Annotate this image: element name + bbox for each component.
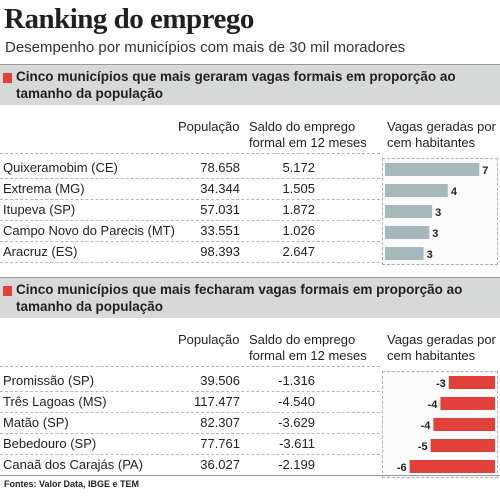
section-header: Cinco municípios que mais geraram vagas … bbox=[0, 64, 500, 105]
row-populacao: 77.761 bbox=[200, 436, 240, 451]
chart-subtitle: Desempenho por municípios com mais de 30… bbox=[5, 39, 406, 56]
row-municipio: Quixeramobim (CE) bbox=[3, 160, 118, 175]
row-saldo: 5.172 bbox=[282, 160, 315, 175]
header-divider bbox=[0, 366, 380, 367]
row-populacao: 82.307 bbox=[200, 415, 240, 430]
column-header-vagas: Vagas geradas por cem habitantes bbox=[387, 332, 499, 364]
table-row: Canaã dos Carajás (PA) 36.027 -2.199 bbox=[0, 455, 380, 476]
row-populacao: 33.551 bbox=[200, 223, 240, 238]
section-header: Cinco municípios que mais fecharam vagas… bbox=[0, 277, 500, 318]
table-row: Bebedouro (SP) 77.761 -3.611 bbox=[0, 434, 380, 455]
bar-chart-losses-svg: -3 -4 -4 -5 -6 bbox=[397, 376, 495, 474]
column-header-saldo-line1: Saldo do emprego bbox=[249, 332, 356, 347]
section-title: Cinco municípios que mais fecharam vagas… bbox=[16, 282, 463, 314]
row-municipio: Promissão (SP) bbox=[3, 373, 95, 388]
data-table: Promissão (SP) 39.506 -1.316 Três Lagoas… bbox=[0, 371, 380, 476]
column-header-saldo-line1: Saldo do emprego bbox=[249, 119, 356, 134]
bar-gain bbox=[385, 226, 430, 239]
bar-loss bbox=[433, 418, 495, 431]
bar-value-label: 4 bbox=[451, 186, 458, 198]
bar-gain bbox=[385, 163, 480, 176]
row-saldo: 2.647 bbox=[282, 244, 315, 259]
row-municipio: Matão (SP) bbox=[3, 415, 69, 430]
row-saldo: -1.316 bbox=[278, 373, 315, 388]
column-header-saldo: Saldo do emprego formal em 12 meses bbox=[249, 119, 379, 151]
footer-divider bbox=[0, 475, 500, 476]
bar-value-label: 3 bbox=[432, 228, 438, 240]
bar-value-label: -4 bbox=[421, 420, 432, 432]
column-header-vagas-line2: cem habitantes bbox=[387, 348, 476, 363]
column-header-populacao: População bbox=[178, 332, 240, 347]
column-header-vagas-line1: Vagas geradas por bbox=[387, 332, 496, 347]
row-saldo: 1.026 bbox=[282, 223, 315, 238]
bar-loss bbox=[440, 397, 495, 410]
row-populacao: 78.658 bbox=[200, 160, 240, 175]
table-row: Campo Novo do Parecis (MT) 33.551 1.026 bbox=[0, 221, 380, 242]
bar-loss bbox=[430, 439, 495, 452]
table-row: Promissão (SP) 39.506 -1.316 bbox=[0, 371, 380, 392]
header-divider bbox=[0, 153, 380, 154]
row-saldo: 1.872 bbox=[282, 202, 315, 217]
row-municipio: Aracruz (ES) bbox=[3, 244, 78, 259]
data-table: Quixeramobim (CE) 78.658 5.172 Extrema (… bbox=[0, 158, 380, 263]
row-populacao: 36.027 bbox=[200, 457, 240, 472]
bar-value-label: -3 bbox=[436, 378, 446, 390]
table-row: Três Lagoas (MS) 117.477 -4.540 bbox=[0, 392, 380, 413]
table-row: Aracruz (ES) 98.393 2.647 bbox=[0, 242, 380, 263]
column-header-populacao: População bbox=[178, 119, 240, 134]
column-header-saldo-line2: formal em 12 meses bbox=[249, 135, 367, 150]
row-populacao: 98.393 bbox=[200, 244, 240, 259]
row-populacao: 57.031 bbox=[200, 202, 240, 217]
bar-value-label: -5 bbox=[418, 441, 428, 453]
bar-loss bbox=[448, 376, 495, 389]
row-municipio: Campo Novo do Parecis (MT) bbox=[3, 223, 175, 238]
bar-value-label: -6 bbox=[397, 462, 407, 474]
bar-loss bbox=[409, 460, 495, 473]
row-saldo: 1.505 bbox=[282, 181, 315, 196]
row-municipio: Bebedouro (SP) bbox=[3, 436, 97, 451]
section-losses: Cinco municípios que mais fecharam vagas… bbox=[0, 277, 500, 497]
table-row: Extrema (MG) 34.344 1.505 bbox=[0, 179, 380, 200]
source-note: Fontes: Valor Data, IBGE e TEM bbox=[4, 479, 140, 489]
bar-value-label: 3 bbox=[435, 207, 441, 219]
bar-gain bbox=[385, 184, 448, 197]
table-row: Itupeva (SP) 57.031 1.872 bbox=[0, 200, 380, 221]
table-row: Matão (SP) 82.307 -3.629 bbox=[0, 413, 380, 434]
bar-chart-losses: -3 -4 -4 -5 -6 bbox=[382, 371, 498, 478]
row-populacao: 39.506 bbox=[200, 373, 240, 388]
bar-gain bbox=[385, 205, 433, 218]
section-gains: Cinco municípios que mais geraram vagas … bbox=[0, 64, 500, 284]
row-municipio: Canaã dos Carajás (PA) bbox=[3, 457, 143, 472]
section-marker bbox=[3, 73, 12, 83]
row-municipio: Três Lagoas (MS) bbox=[3, 394, 107, 409]
column-header-saldo: Saldo do emprego formal em 12 meses bbox=[249, 332, 379, 364]
section-title: Cinco municípios que mais geraram vagas … bbox=[16, 69, 456, 101]
bar-value-label: 3 bbox=[427, 249, 433, 261]
bar-value-label: -4 bbox=[428, 399, 439, 411]
bar-gain bbox=[385, 247, 424, 260]
row-saldo: -3.611 bbox=[279, 436, 315, 451]
row-saldo: -4.540 bbox=[278, 394, 315, 409]
column-header-vagas-line1: Vagas geradas por bbox=[387, 119, 496, 134]
row-municipio: Extrema (MG) bbox=[3, 181, 85, 196]
chart-title: Ranking do emprego bbox=[4, 3, 254, 35]
column-header-saldo-line2: formal em 12 meses bbox=[249, 348, 367, 363]
row-populacao: 117.477 bbox=[193, 394, 240, 409]
section-marker bbox=[3, 286, 12, 296]
row-populacao: 34.344 bbox=[200, 181, 240, 196]
column-header-vagas-line2: cem habitantes bbox=[387, 135, 476, 150]
bar-value-label: 7 bbox=[482, 165, 488, 177]
row-saldo: -3.629 bbox=[278, 415, 315, 430]
row-municipio: Itupeva (SP) bbox=[3, 202, 76, 217]
table-row: Quixeramobim (CE) 78.658 5.172 bbox=[0, 158, 380, 179]
row-saldo: -2.199 bbox=[278, 457, 315, 472]
column-header-vagas: Vagas geradas por cem habitantes bbox=[387, 119, 499, 151]
